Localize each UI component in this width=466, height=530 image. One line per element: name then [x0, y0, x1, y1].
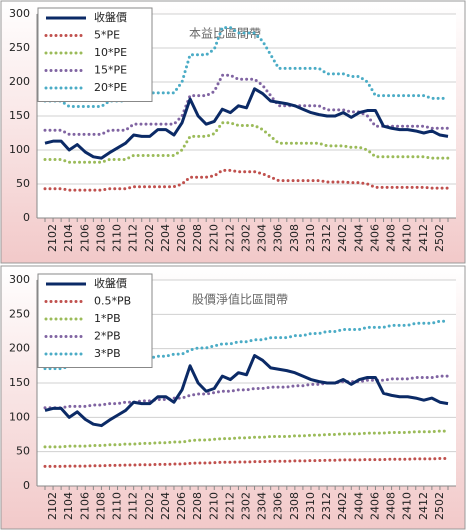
x-tick-label: 2412: [417, 224, 430, 252]
x-tick-label: 2412: [417, 492, 430, 520]
series-line: [44, 87, 449, 160]
y-tick-label: 50: [16, 177, 30, 190]
x-tick-label: 2402: [336, 492, 349, 520]
series-line: [44, 354, 449, 428]
x-tick-label: 2310: [304, 492, 317, 520]
x-tick-label: 2108: [94, 224, 107, 252]
y-tick-label: 250: [9, 307, 30, 320]
series-line: [43, 429, 450, 449]
x-tick-label: 2110: [111, 224, 124, 252]
legend-label: 2*PB: [94, 330, 121, 343]
x-tick-label: 2104: [62, 492, 75, 520]
x-tick-label: 2102: [46, 492, 59, 520]
x-tick-label: 2308: [288, 224, 301, 252]
x-tick-label: 2204: [159, 492, 172, 520]
x-tick-label: 2108: [94, 492, 107, 520]
x-tick-label: 2212: [223, 492, 236, 520]
x-tick-label: 2210: [207, 224, 220, 252]
chart-title: 股價淨值比區間帶: [192, 292, 288, 307]
x-tick-label: 2206: [175, 224, 188, 252]
y-tick-label: 200: [9, 342, 30, 355]
legend-label: 3*PB: [94, 347, 121, 360]
x-tick-label: 2312: [320, 492, 333, 520]
series-line: [43, 121, 450, 164]
legend-label: 10*PE: [94, 46, 127, 59]
x-tick-label: 2408: [385, 224, 398, 252]
x-tick-label: 2310: [304, 224, 317, 252]
x-tick-label: 2204: [159, 224, 172, 252]
x-tick-label: 2410: [401, 224, 414, 252]
legend-box: [37, 7, 153, 102]
x-tick-label: 2308: [288, 492, 301, 520]
legend-label: 15*PE: [94, 64, 127, 77]
x-tick-label: 2502: [433, 492, 446, 520]
x-tick-label: 2406: [368, 492, 381, 520]
series-line: [43, 73, 450, 136]
x-tick-label: 2502: [433, 224, 446, 252]
x-tick-label: 2210: [207, 492, 220, 520]
x-tick-label: 2208: [191, 224, 204, 252]
y-tick-label: 300: [9, 273, 30, 286]
x-tick-label: 2302: [240, 492, 253, 520]
series-line: [43, 168, 450, 192]
y-tick-label: 300: [9, 7, 30, 20]
legend-box: [37, 273, 153, 368]
x-tick-label: 2206: [175, 492, 188, 520]
x-tick-label: 2112: [127, 224, 140, 252]
x-tick-label: 2306: [272, 224, 285, 252]
series-line: [43, 319, 450, 371]
y-tick-label: 0: [23, 479, 30, 492]
x-tick-label: 2212: [223, 224, 236, 252]
y-tick-label: 50: [16, 445, 30, 458]
x-tick-label: 2312: [320, 224, 333, 252]
y-tick-label: 200: [9, 75, 30, 88]
x-tick-label: 2106: [78, 224, 91, 252]
legend-label: 5*PE: [94, 29, 120, 42]
legend-label: 20*PE: [94, 81, 127, 94]
x-tick-label: 2304: [256, 492, 269, 520]
legend-label: 收盤價: [94, 10, 127, 24]
y-tick-label: 100: [9, 410, 30, 423]
y-tick-label: 250: [9, 41, 30, 54]
x-tick-label: 2406: [368, 224, 381, 252]
x-tick-label: 2104: [62, 224, 75, 252]
x-tick-label: 2404: [352, 224, 365, 252]
y-tick-label: 150: [9, 376, 30, 389]
x-tick-label: 2408: [385, 492, 398, 520]
x-tick-label: 2302: [240, 224, 253, 252]
x-tick-label: 2110: [111, 492, 124, 520]
y-tick-label: 0: [23, 211, 30, 224]
x-tick-label: 2404: [352, 492, 365, 520]
legend-label: 0.5*PB: [94, 295, 131, 308]
x-tick-label: 2304: [256, 224, 269, 252]
y-tick-label: 100: [9, 143, 30, 156]
legend-label: 收盤價: [94, 276, 127, 290]
x-tick-label: 2202: [143, 492, 156, 520]
chart-title: 本益比區間帶: [189, 27, 261, 41]
y-tick-label: 150: [9, 109, 30, 122]
series-line: [43, 457, 450, 468]
x-tick-label: 2102: [46, 224, 59, 252]
x-tick-label: 2208: [191, 492, 204, 520]
x-tick-label: 2112: [127, 492, 140, 520]
x-tick-label: 2202: [143, 224, 156, 252]
legend-label: 1*PB: [94, 312, 121, 325]
x-tick-label: 2402: [336, 224, 349, 252]
x-tick-label: 2106: [78, 492, 91, 520]
x-tick-label: 2410: [401, 492, 414, 520]
x-tick-label: 2306: [272, 492, 285, 520]
